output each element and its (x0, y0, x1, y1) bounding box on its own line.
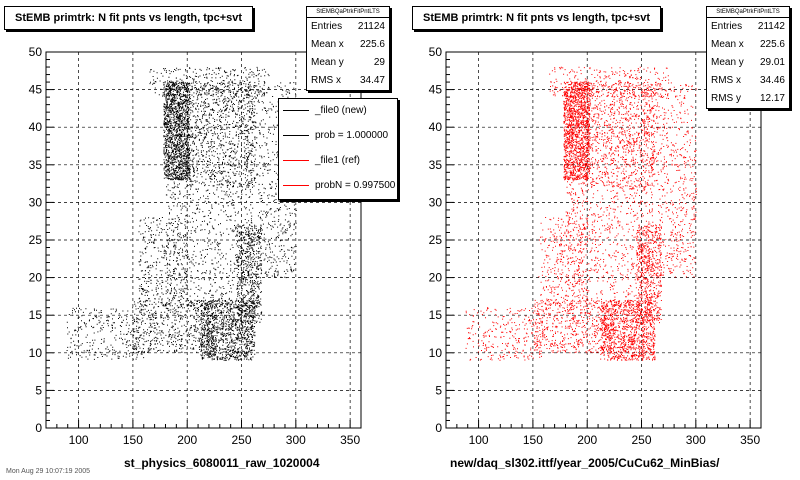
stats-label: Mean y (311, 57, 344, 68)
footer-timestamp: Mon Aug 29 10:07:19 2005 (6, 468, 91, 475)
y-tick-label: 30 (429, 195, 443, 209)
stats-row: Entries 21124 (307, 18, 389, 36)
legend-swatch (283, 110, 309, 111)
y-tick-label: 50 (429, 45, 443, 59)
legend-swatch (283, 185, 309, 186)
chart-panel-right: 0 5 10 15 20 25 30 35 40 45 50 100 150 200 250 300 350 S… (400, 0, 800, 480)
legend-swatch (283, 135, 309, 136)
legend-label: _file1 (ref) (315, 155, 361, 166)
legend-entry: _file1 (ref) (279, 149, 397, 174)
scatter-plot-right: 0 5 10 15 20 25 30 35 40 45 50 100 150 200 250 300 350 (429, 45, 762, 447)
stats-row: Mean y 29 (307, 54, 389, 72)
x-axis-title: new/daq_sl302.ittf/year_2005/CuCu62_MinB… (450, 456, 720, 470)
y-tick-label: 0 (35, 421, 42, 435)
y-tick-label: 20 (29, 271, 43, 285)
legend: _file0 (new) prob = 1.000000 _file1 (ref… (278, 98, 398, 200)
x-tick-label: 200 (577, 433, 597, 447)
x-tick-label: 150 (523, 433, 543, 447)
y-tick-label: 35 (429, 158, 443, 172)
stats-value: 34.46 (759, 75, 785, 86)
x-tick-label: 250 (232, 433, 252, 447)
stats-label: RMS y (711, 93, 741, 104)
x-tick-label: 150 (123, 433, 143, 447)
stats-row: Entries 21142 (707, 18, 789, 36)
stats-row: RMS x 34.47 (307, 72, 389, 90)
y-tick-label: 25 (29, 233, 43, 247)
x-tick-label: 100 (469, 433, 489, 447)
y-tick-label: 30 (29, 195, 43, 209)
stats-value: 34.47 (359, 75, 385, 86)
y-tick-label: 10 (429, 346, 443, 360)
y-tick-label: 20 (429, 271, 443, 285)
y-tick-label: 45 (429, 83, 443, 97)
y-tick-label: 35 (29, 158, 43, 172)
stats-label: Mean y (711, 57, 744, 68)
stats-value: 12.17 (759, 93, 785, 104)
stats-box: StEMBQaPtrkFitPntLTS Entries 21142 Mean x… (706, 6, 790, 109)
stats-row: Mean x 225.6 (707, 36, 789, 54)
x-tick-label: 250 (632, 433, 652, 447)
stats-box: StEMBQaPtrkFitPntLTS Entries 21124 Mean x… (306, 6, 390, 91)
stats-row: RMS x 34.46 (707, 72, 789, 90)
x-tick-label: 350 (740, 433, 760, 447)
y-tick-label: 5 (435, 383, 442, 397)
stats-row: RMS y 12.17 (707, 90, 789, 108)
y-tick-label: 25 (429, 233, 443, 247)
legend-entry: _file0 (new) (279, 99, 397, 124)
legend-label: prob = 1.000000 (315, 130, 389, 141)
data-points (66, 66, 297, 361)
stats-row: Mean x 225.6 (307, 36, 389, 54)
x-tick-label: 200 (177, 433, 197, 447)
stats-value: 225.6 (359, 39, 385, 50)
y-tick-label: 40 (429, 120, 443, 134)
y-tick-label: 15 (429, 308, 443, 322)
x-axis-title: st_physics_6080011_raw_1020004 (124, 456, 320, 470)
y-tick-label: 40 (29, 120, 43, 134)
stats-name: StEMBQaPtrkFitPntLTS (707, 7, 789, 18)
legend-swatch (283, 160, 309, 161)
legend-entry: prob = 1.000000 (279, 124, 397, 149)
stats-label: Entries (311, 21, 343, 32)
stats-value: 21124 (357, 21, 385, 32)
stats-row: Mean y 29.01 (707, 54, 789, 72)
legend-label: _file0 (new) (315, 105, 367, 116)
stats-value: 21142 (757, 21, 785, 32)
chart-title: StEMB primtrk: N fit pnts vs length, tpc… (412, 6, 662, 30)
y-tick-label: 0 (435, 421, 442, 435)
legend-label: probN = 0.997500 (315, 180, 396, 191)
stats-label: RMS x (711, 75, 741, 86)
chart-title: StEMB primtrk: N fit pnts vs length, tpc… (4, 6, 254, 30)
x-tick-label: 100 (69, 433, 89, 447)
y-tick-label: 10 (29, 346, 43, 360)
x-tick-label: 350 (340, 433, 360, 447)
stats-label: Entries (711, 21, 743, 32)
chart-panel-left: 0 5 10 15 20 25 30 35 40 45 50 100 150 200 250 300 350 S… (4, 6, 398, 470)
stats-value: 29 (373, 57, 385, 68)
y-tick-label: 50 (29, 45, 43, 59)
stats-label: Mean x (711, 39, 744, 50)
stats-name: StEMBQaPtrkFitPntLTS (307, 7, 389, 18)
x-tick-label: 300 (686, 433, 706, 447)
x-tick-label: 300 (286, 433, 306, 447)
stats-value: 225.6 (759, 39, 785, 50)
y-tick-label: 5 (35, 383, 42, 397)
y-tick-label: 15 (29, 308, 43, 322)
data-points (465, 66, 697, 361)
stats-value: 29.01 (759, 57, 785, 68)
stats-label: RMS x (311, 75, 341, 86)
legend-entry: probN = 0.997500 (279, 174, 397, 199)
y-tick-label: 45 (29, 83, 43, 97)
stats-label: Mean x (311, 39, 344, 50)
